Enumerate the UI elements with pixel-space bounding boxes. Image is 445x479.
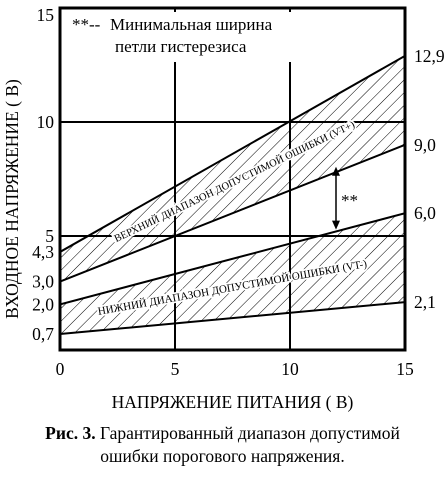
y-tick-label-left: 4,3	[32, 242, 54, 262]
legend-note-background	[64, 12, 302, 62]
band-label: ВЕРХНИЙ ДИАПАЗОН ДОПУСТИМОЙ ОШИБКИ (VT+)	[112, 119, 357, 245]
y-tick-label-left: 3,0	[32, 272, 54, 292]
plot-frame	[58, 6, 407, 352]
arrow-head-up	[332, 166, 340, 176]
y-tick-label-left: 15	[37, 5, 55, 25]
caption-text-1: Гарантированный диапазон допустимой	[99, 423, 400, 443]
x-tick-label: 10	[281, 359, 299, 379]
y-tick-label-left: 5	[45, 226, 54, 246]
caption-line-1: Рис. 3. Гарантированный диапазон допусти…	[0, 422, 445, 445]
y-tick-label-right: 2,1	[414, 292, 436, 312]
figure-caption: Рис. 3. Гарантированный диапазон допусти…	[0, 422, 445, 468]
y-tick-label-right: 12,9	[414, 46, 445, 66]
legend-line2: петли гистерезиса	[115, 37, 247, 56]
arrow-head-down	[332, 220, 340, 230]
y-tick-label-right: 6,0	[414, 203, 436, 223]
band-lower-line	[60, 301, 405, 336]
band-upper-line	[60, 212, 405, 306]
y-axis-title: ВХОДНОЕ НАПРЯЖЕНИЕ ( В)	[2, 79, 22, 319]
y-tick-label-left: 2,0	[32, 294, 54, 314]
arrow-marker: **	[341, 191, 358, 210]
y-tick-label-left: 10	[37, 112, 55, 132]
x-tick-label: 5	[171, 359, 180, 379]
hysteresis-chart: ВЕРХНИЙ ДИАПАЗОН ДОПУСТИМОЙ ОШИБКИ (VT+)…	[2, 5, 445, 412]
y-tick-label-left: 0,7	[32, 324, 54, 344]
legend-note: **-- Минимальная ширина петли гистерезис…	[64, 12, 302, 62]
x-axis-title: НАПРЯЖЕНИЕ ПИТАНИЯ ( В)	[112, 392, 354, 412]
y-tick-label-right: 9,0	[414, 135, 436, 155]
caption-text-2: ошибки порогового напряжения.	[100, 446, 345, 466]
x-tick-label: 0	[56, 359, 65, 379]
band-area	[60, 55, 405, 282]
band-lower-line	[60, 143, 405, 283]
legend-marker: **--	[72, 15, 101, 34]
caption-label: Рис. 3.	[45, 423, 96, 443]
band-area	[60, 213, 405, 335]
arrow-marker-background	[339, 188, 363, 205]
band-upper-line	[60, 55, 405, 253]
x-tick-label: 15	[396, 359, 414, 379]
legend-line1: Минимальная ширина	[110, 15, 273, 34]
